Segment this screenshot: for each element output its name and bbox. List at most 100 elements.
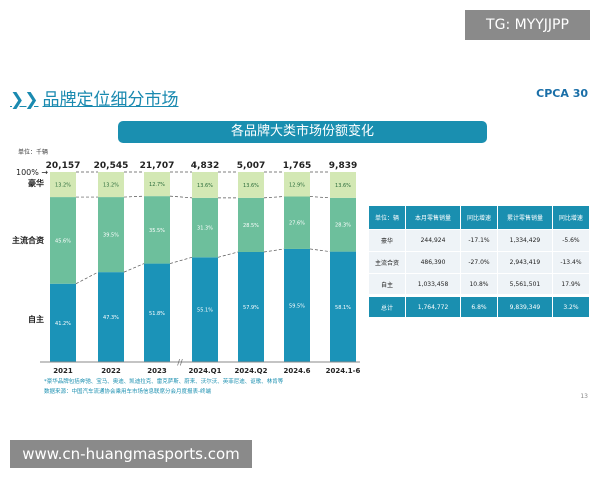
sales-table: 单位：辆 本月零售销量 同比增速 累计零售销量 同比增速 豪华 244,924 … [367,205,591,318]
cell: 5,561,501 [497,273,553,296]
cell: 10.8% [459,273,499,296]
data-label: 41.2% [55,321,71,327]
cell: 486,390 [405,251,461,274]
data-label: 57.9% [243,305,259,311]
row-header: 豪华 [367,229,407,252]
y-tick-label: 100% → [16,168,48,177]
cell: -5.6% [551,229,591,252]
bar-segment [144,263,170,362]
total-label: 20,545 [94,161,129,171]
legend-label: 豪华 [28,178,44,188]
table-row: 主流合资 486,390 -27.0% 2,943,419 -13.4% [367,251,591,274]
cell: 2,943,419 [497,251,553,274]
total-label: 5,007 [237,161,265,171]
table-row: 自主 1,033,458 10.8% 5,561,501 17.9% [367,273,591,296]
data-label: 31.3% [197,226,213,232]
watermark-label: TG: MYYJJPP [465,10,590,40]
page-number: 13 [580,393,588,400]
total-cell: 3.2% [551,294,591,318]
bar-segment [98,272,124,362]
cell: 1,334,429 [497,229,553,252]
total-label: 21,707 [140,161,175,171]
bar-segment [192,257,218,362]
legend-label: 自主 [28,314,44,324]
header-cell: 同比增速 [459,205,499,230]
total-cell: 9,839,349 [497,294,553,318]
data-label: 51.8% [149,311,165,317]
bar-segment [330,197,356,252]
x-tick-label: 2024.1-6 [326,367,361,375]
bar-segment [330,251,356,362]
bar-segment [144,196,170,264]
table-row: 豪华 244,924 -17.1% 1,334,429 -5.6% [367,229,591,252]
section-title: ❯❯ 品牌定位细分市场 [10,85,179,110]
data-label: 13.6% [197,183,213,189]
bar-segment [50,283,76,362]
cell: -17.1% [459,229,499,252]
connector-line [309,196,331,199]
data-label: 27.6% [289,221,305,227]
header-cell: 累计零售销量 [497,205,553,230]
x-tick-label: 2023 [147,367,167,375]
axis-break: // [177,358,183,367]
cell: -13.4% [551,251,591,274]
cell: -27.0% [459,251,499,274]
cell: 1,033,458 [405,273,461,296]
data-label: 13.2% [103,183,119,189]
x-tick-label: 2021 [53,367,73,375]
connector-line [169,256,193,264]
header-cell: 本月零售销量 [405,205,461,230]
connector-line [217,251,239,258]
legend-label: 主流合资 [12,235,44,245]
connector-line [123,195,145,198]
total-label: 1,765 [283,161,311,171]
data-label: 35.5% [149,228,165,234]
table-header-row: 单位：辆 本月零售销量 同比增速 累计零售销量 同比增速 [367,205,591,230]
bar-segment [284,248,310,362]
connector-line [263,248,285,253]
bar-segment [192,197,218,258]
total-cell: 1,764,772 [405,294,461,318]
data-label: 28.3% [335,223,351,229]
data-label: 58.1% [335,305,351,311]
x-tick-label: 2024.6 [283,367,310,375]
data-label: 59.5% [289,303,305,309]
row-header: 主流合资 [367,251,407,274]
header-cell: 同比增速 [551,205,591,230]
bar-segment [284,172,310,197]
cpca-logo: CPCA 30 [536,87,588,100]
section-title-text: 品牌定位细分市场 [42,90,179,110]
total-cell: 总计 [367,294,407,318]
total-label: 4,832 [191,161,219,171]
data-label: 12.9% [289,182,305,188]
site-url-label: www.cn-huangmasports.com [10,440,252,468]
footnote: *豪华品牌包括奔驰、宝马、奥迪、凯迪拉克、雷克萨斯、蔚来、沃尔沃、英菲尼迪、讴歌… [44,379,284,385]
connector-line [75,271,99,285]
data-label: 28.5% [243,223,259,229]
bar-segment [238,251,264,362]
data-label: 12.7% [149,182,165,188]
data-label: 45.6% [55,238,71,244]
double-chevron-icon: ❯❯ [10,90,39,110]
connector-line [123,263,145,273]
bar-segment [144,172,170,197]
source-note: 数据来源：中国汽车流通协会乘用车市场信息联席分会月度报表-终端 [44,389,211,395]
row-header: 自主 [367,273,407,296]
bar-segment [238,172,264,198]
x-tick-label: 2024.Q2 [235,367,268,375]
bar-segment [192,172,218,198]
connector-line [309,248,331,252]
total-label: 20,157 [46,161,81,171]
bar-segment [238,197,264,252]
x-tick-label: 2022 [101,367,121,375]
cell: 244,924 [405,229,461,252]
chart-banner: 各品牌大类市场份额变化 [118,121,487,143]
bar-segment [284,196,310,249]
cell: 17.9% [551,273,591,296]
bar-segment [98,197,124,273]
x-tick-label: 2024.Q1 [189,367,222,375]
connector-line [263,196,285,199]
data-label: 13.2% [55,183,71,189]
table-total-row: 总计 1,764,772 6.8% 9,839,349 3.2% [367,294,591,318]
